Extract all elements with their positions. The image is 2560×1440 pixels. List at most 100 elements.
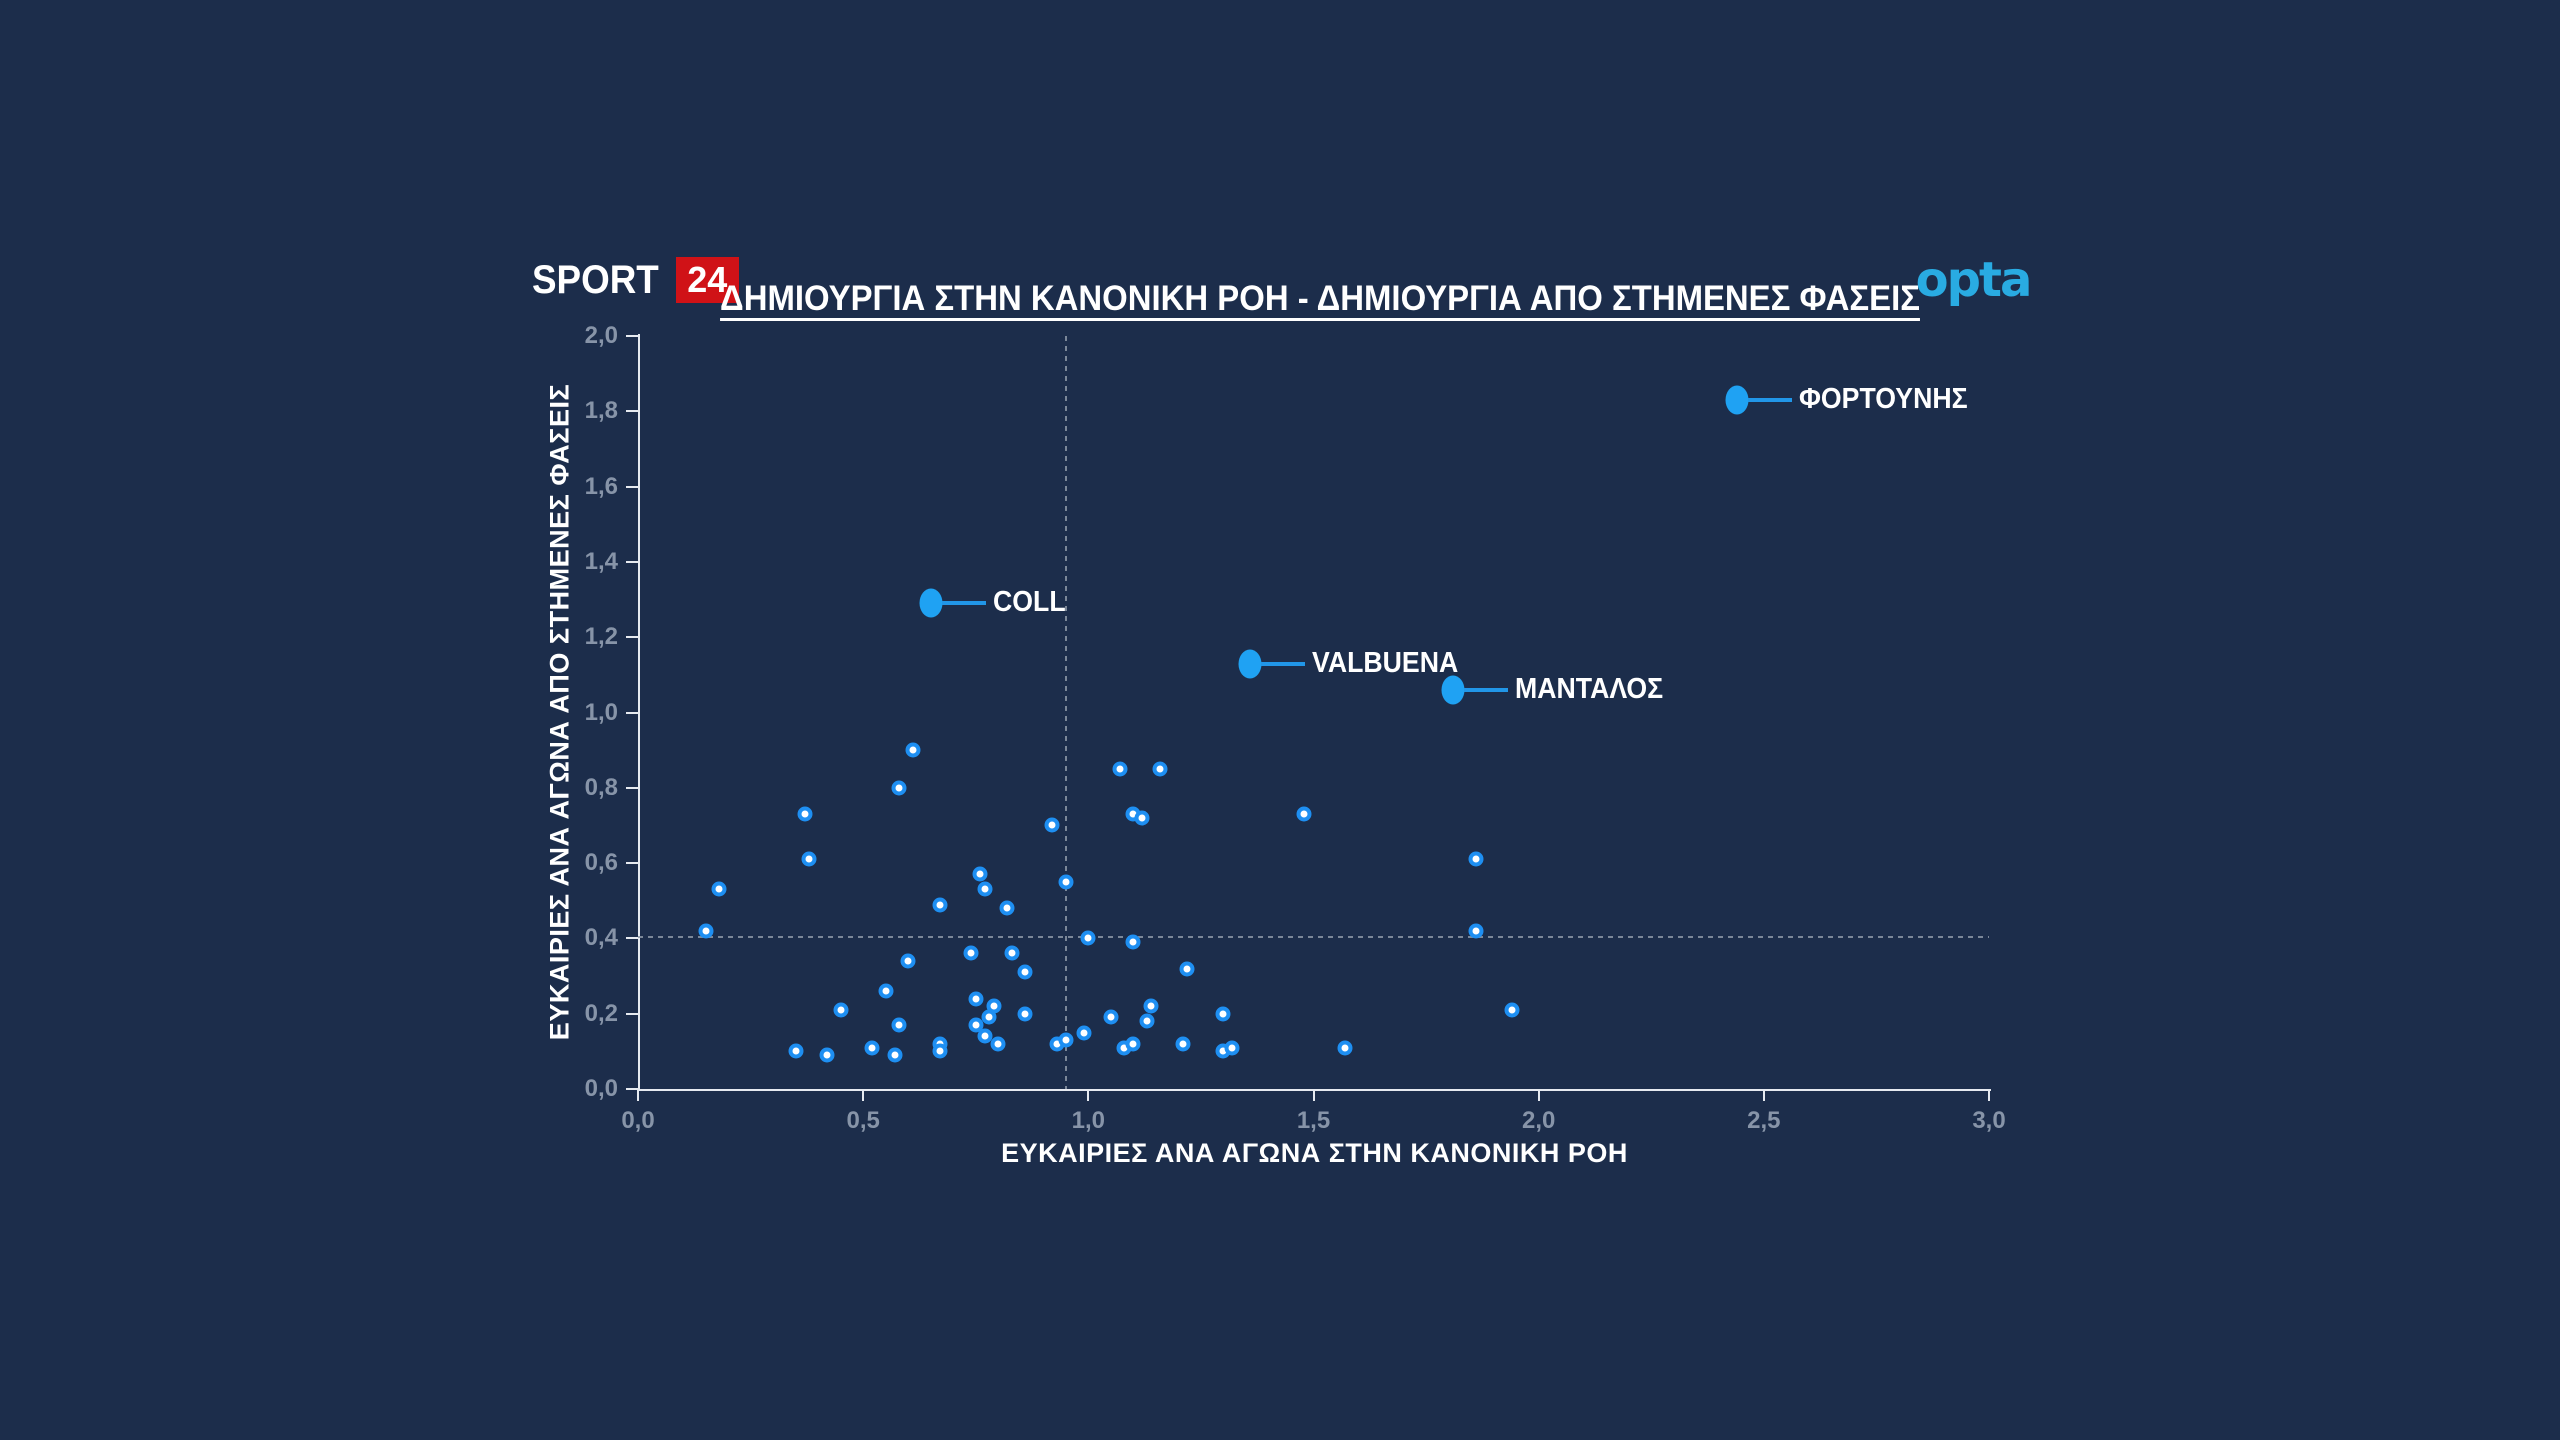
y-tick bbox=[626, 786, 638, 789]
x-axis-line bbox=[638, 1089, 1991, 1091]
scatter-point bbox=[1017, 964, 1033, 980]
scatter-point bbox=[1152, 761, 1168, 777]
y-tick bbox=[626, 1088, 638, 1090]
scatter-point bbox=[801, 851, 817, 867]
player-point-label: ΜΑΝΤΑΛΟΣ bbox=[1515, 672, 1664, 705]
scatter-point bbox=[1468, 923, 1484, 939]
scatter-point bbox=[797, 806, 813, 822]
scatter-point bbox=[968, 991, 984, 1007]
scatter-point bbox=[878, 983, 894, 999]
scatter-point bbox=[1224, 1040, 1240, 1056]
x-tick bbox=[1988, 1089, 1990, 1101]
player-dot bbox=[919, 588, 943, 618]
sport24-logo-number: 24 bbox=[687, 259, 728, 300]
scatter-point bbox=[788, 1043, 804, 1059]
player-point-label: ΦΟΡΤΟΥΝΗΣ bbox=[1798, 382, 1968, 415]
y-tick bbox=[626, 1012, 638, 1015]
scatter-point bbox=[698, 923, 714, 939]
y-tick-label: 1,8 bbox=[584, 397, 618, 425]
x-tick bbox=[862, 1089, 865, 1101]
scatter-point bbox=[1139, 1013, 1155, 1029]
y-tick-label: 1,2 bbox=[584, 623, 618, 651]
scatter-point bbox=[1058, 1032, 1074, 1048]
y-tick-label: 1,4 bbox=[584, 547, 618, 575]
player-dot bbox=[1725, 385, 1749, 415]
scatter-point bbox=[864, 1040, 880, 1056]
y-tick bbox=[626, 335, 638, 337]
scatter-point bbox=[887, 1047, 903, 1063]
scatter-point bbox=[1058, 874, 1074, 890]
y-tick-label: 2,0 bbox=[584, 322, 618, 349]
scatter-point bbox=[891, 780, 907, 796]
sport24-logo-badge: 24 bbox=[675, 257, 739, 303]
sport24-logo-text: SPORT bbox=[532, 257, 659, 302]
player-point-label: COLL bbox=[992, 586, 1066, 619]
y-tick bbox=[626, 937, 638, 940]
x-tick bbox=[1537, 1089, 1540, 1101]
y-tick-label: 0,6 bbox=[584, 849, 618, 877]
player-dot bbox=[1238, 649, 1262, 679]
scatter-point bbox=[1103, 1009, 1119, 1025]
y-tick bbox=[626, 485, 638, 488]
y-tick-label: 0,0 bbox=[584, 1075, 618, 1102]
scatter-point bbox=[1044, 817, 1060, 833]
y-tick bbox=[626, 862, 638, 865]
y-tick bbox=[626, 711, 638, 714]
scatter-point bbox=[1143, 998, 1159, 1014]
y-tick-label: 0,4 bbox=[584, 924, 618, 952]
x-tick bbox=[1087, 1089, 1090, 1101]
y-axis-line bbox=[638, 334, 640, 1091]
scatter-point bbox=[1215, 1006, 1231, 1022]
x-tick-label: 1,5 bbox=[1296, 1107, 1331, 1134]
scatter-point bbox=[819, 1047, 835, 1063]
x-tick-label: 2,0 bbox=[1521, 1107, 1556, 1134]
scatter-point bbox=[1112, 761, 1128, 777]
y-tick-label: 1,6 bbox=[584, 472, 618, 500]
y-tick bbox=[626, 410, 638, 413]
scatter-point bbox=[932, 1043, 948, 1059]
scatter-point bbox=[972, 866, 988, 882]
scatter-point bbox=[1004, 945, 1020, 961]
reference-line-horizontal bbox=[638, 935, 1989, 938]
x-tick bbox=[637, 1089, 639, 1101]
scatter-point bbox=[900, 953, 916, 969]
scatter-point bbox=[1076, 1025, 1092, 1041]
x-tick-label: 0,0 bbox=[621, 1107, 655, 1134]
sport24-logo: SPORT 24 bbox=[532, 256, 739, 304]
scatter-point bbox=[977, 1028, 993, 1044]
scatter-point bbox=[1337, 1040, 1353, 1056]
scatter-point bbox=[1017, 1006, 1033, 1022]
scatter-point bbox=[1134, 810, 1150, 826]
x-tick bbox=[1312, 1089, 1315, 1101]
x-axis-title: ΕΥΚΑΙΡΙΕΣ ΑΝΑ ΑΓΩΝΑ ΣΤΗΝ ΚΑΝΟΝΙΚΗ ΡΟΗ bbox=[1001, 1138, 1628, 1168]
opta-logo: opta bbox=[1915, 252, 2033, 308]
scatter-point bbox=[891, 1017, 907, 1033]
scatter-point bbox=[977, 881, 993, 897]
player-connector-line bbox=[1464, 687, 1509, 692]
y-tick-label: 0,2 bbox=[584, 999, 618, 1027]
player-dot bbox=[1441, 675, 1465, 705]
x-tick bbox=[1762, 1089, 1765, 1101]
y-tick bbox=[626, 560, 638, 563]
scatter-point bbox=[963, 945, 979, 961]
scatter-point bbox=[999, 900, 1015, 916]
scatter-point bbox=[968, 1017, 984, 1033]
x-tick-label: 0,5 bbox=[846, 1107, 880, 1134]
x-tick-label: 2,5 bbox=[1747, 1107, 1781, 1134]
scatter-point bbox=[1468, 851, 1484, 867]
x-tick-label: 3,0 bbox=[1972, 1107, 2006, 1134]
scatter-point bbox=[1125, 934, 1141, 950]
scatter-point bbox=[1179, 961, 1195, 977]
scatter-point bbox=[1080, 930, 1096, 946]
scatter-point bbox=[711, 881, 727, 897]
scatter-point bbox=[1296, 806, 1312, 822]
chart-title: ΔΗΜΙΟΥΡΓΙΑ ΣΤΗΝ ΚΑΝΟΝΙΚΗ ΡΟΗ - ΔΗΜΙΟΥΡΓΙ… bbox=[720, 279, 1920, 319]
scatter-point bbox=[833, 1002, 849, 1018]
y-tick-label: 1,0 bbox=[584, 698, 618, 726]
scatter-point bbox=[1125, 1036, 1141, 1052]
player-connector-line bbox=[1747, 398, 1792, 402]
scatter-point bbox=[1504, 1002, 1520, 1018]
y-tick-label: 0,8 bbox=[584, 773, 618, 801]
scatter-point bbox=[932, 897, 948, 912]
